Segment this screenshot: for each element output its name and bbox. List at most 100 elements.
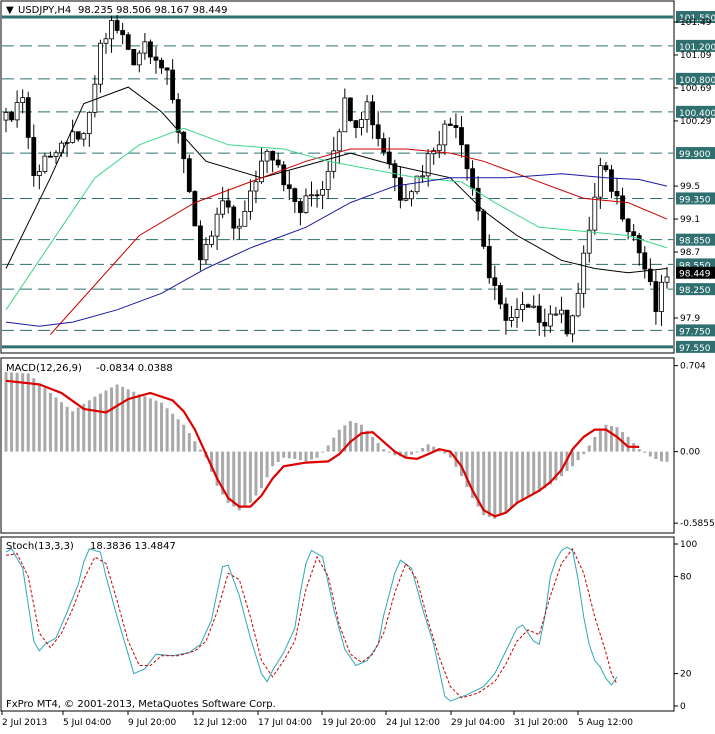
candle-body-up — [325, 170, 331, 190]
candle-body-up — [81, 133, 87, 140]
macd-bar — [576, 451, 580, 461]
macd-bar — [304, 451, 308, 462]
candle-body-up — [320, 189, 326, 196]
candle — [209, 230, 214, 248]
candle — [659, 274, 664, 326]
candle-body-up — [103, 38, 109, 44]
candle — [198, 220, 203, 271]
candle-body-down — [542, 321, 548, 327]
candle — [481, 208, 487, 250]
candle — [286, 170, 292, 201]
level-label-3: 100.400 — [679, 109, 715, 119]
stoch-panel: 100 80 20 0 Stoch(13,3,3) 18.3836 13.4847 F… — [0, 536, 697, 712]
candle-body-up — [14, 102, 20, 121]
candle — [653, 270, 659, 325]
candle-body-down — [603, 165, 609, 171]
candle-body-down — [564, 309, 570, 335]
macd-bar — [254, 451, 258, 496]
macd-bar — [321, 451, 325, 453]
macd-bar — [176, 419, 180, 452]
candle-body-down — [475, 187, 481, 212]
candle — [181, 130, 187, 174]
macd-bar — [459, 451, 463, 477]
candle — [142, 33, 148, 60]
candle — [325, 160, 331, 199]
macd-bar — [482, 451, 486, 516]
candle — [592, 183, 598, 235]
candle — [553, 306, 559, 317]
candle-body-down — [159, 59, 164, 69]
macd-panel-frame — [0, 357, 675, 534]
macd-label: MACD(12,26,9) — [6, 363, 82, 374]
macd-bar — [348, 421, 352, 452]
macd-bar — [543, 451, 547, 489]
candle-body-down — [270, 150, 276, 161]
candle-body-down — [314, 194, 320, 197]
candle-body-down — [120, 30, 126, 36]
candle — [636, 232, 642, 266]
macd-bar — [165, 408, 169, 452]
candle — [159, 57, 164, 74]
macd-bar — [626, 436, 630, 452]
candle — [370, 94, 376, 139]
macd-bar — [287, 451, 291, 459]
macd-bar — [210, 451, 214, 472]
candle — [364, 95, 370, 133]
macd-bar — [326, 445, 330, 452]
candle-body-down — [609, 169, 614, 192]
candle-body-down — [231, 206, 237, 229]
price-tick-label-4: 99.5 — [680, 182, 700, 192]
macd-bar — [154, 400, 158, 452]
macd-bar — [126, 389, 130, 452]
candle — [375, 111, 381, 147]
level-badge-10 — [676, 340, 715, 353]
candle — [314, 189, 320, 208]
macd-bar — [598, 430, 602, 452]
candle — [64, 141, 70, 157]
candle — [3, 107, 9, 133]
candle-body-up — [264, 150, 270, 162]
macd-signal — [5, 379, 640, 518]
macd-bar — [365, 430, 369, 452]
candle — [297, 199, 303, 226]
macd-bar — [637, 449, 641, 452]
candle — [420, 164, 425, 183]
price-tick-label-3: 100.29 — [680, 117, 712, 127]
macd-bar — [476, 451, 480, 507]
candle-body-up — [253, 181, 259, 192]
macd-bar — [343, 425, 347, 452]
time-tick-label-8: 31 Jul 20:00 — [514, 718, 568, 728]
level-label-2: 100.800 — [679, 76, 715, 86]
candle-body-up — [86, 111, 92, 134]
candle — [509, 305, 514, 328]
candle-body-down — [503, 303, 509, 321]
macd-bar — [76, 407, 80, 452]
ohlc-readout: 98.235 98.506 98.167 98.449 — [78, 5, 228, 16]
candle — [359, 112, 364, 136]
candle — [125, 32, 131, 51]
candle-body-down — [114, 20, 120, 31]
candle — [275, 152, 281, 168]
macd-bar — [198, 449, 202, 452]
dropdown-arrow-icon[interactable]: ▼ — [6, 5, 14, 16]
level-badge-6 — [676, 233, 715, 246]
candle-body-down — [25, 97, 31, 138]
candle-body-up — [214, 213, 220, 237]
macd-bar — [337, 429, 341, 452]
candle — [20, 89, 26, 114]
candle — [86, 111, 92, 147]
candle-body-down — [186, 158, 192, 192]
candle-body-up — [586, 229, 592, 254]
candle — [25, 91, 31, 150]
stoch-axis: 100 80 20 0 — [674, 540, 697, 712]
moving-average-0 — [5, 86, 668, 274]
moving-average-3 — [5, 173, 668, 327]
candle — [103, 33, 109, 54]
candle-body-up — [3, 112, 9, 121]
candle-body-up — [220, 200, 226, 215]
candle — [447, 117, 453, 126]
candle — [9, 110, 14, 122]
candle — [248, 179, 253, 220]
